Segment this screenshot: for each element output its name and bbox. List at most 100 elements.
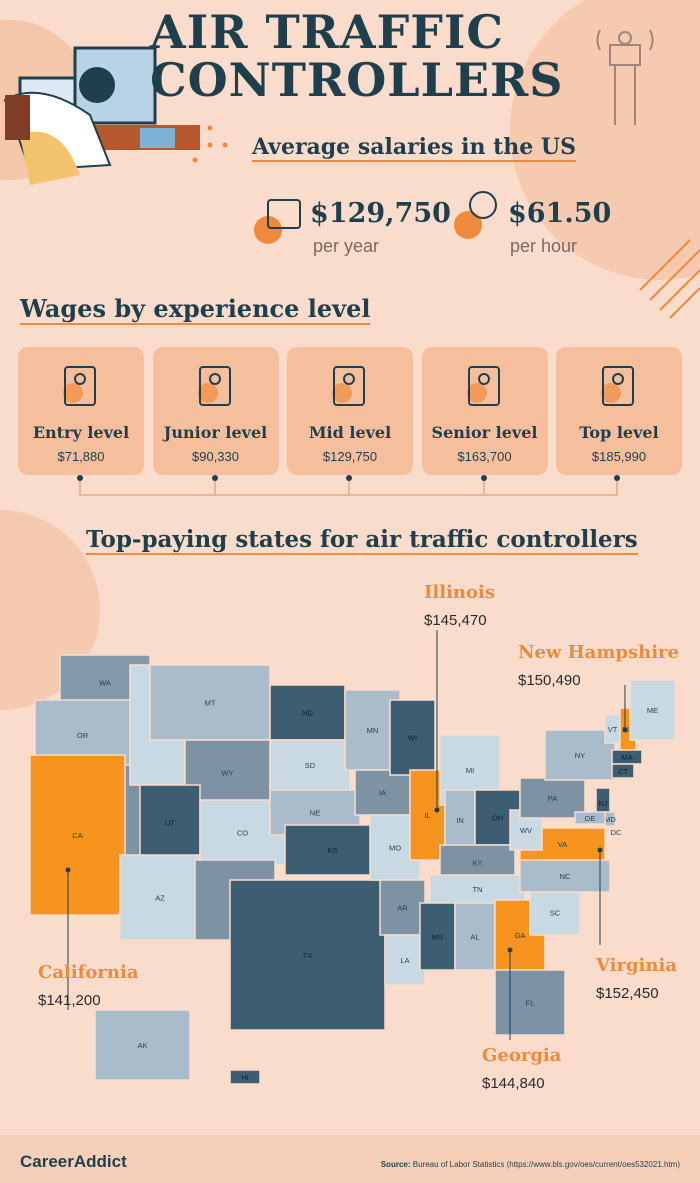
state [229, 1069, 261, 1085]
title: AIR TRAFFIC CONTROLLERS [150, 5, 564, 107]
state [529, 889, 581, 936]
state-label: WI [408, 734, 417, 743]
state-label: DE [585, 814, 595, 823]
callout-state: New Hampshire [518, 642, 679, 663]
state-label: DC [611, 828, 622, 837]
state-label: MI [466, 766, 474, 775]
state-label: WY [221, 769, 233, 778]
state [384, 934, 426, 986]
section-title: Top-paying states for air traffic contro… [86, 526, 638, 555]
level-wage: $90,330 [192, 449, 239, 464]
state-label: ND [302, 709, 313, 718]
state-label: VA [558, 840, 567, 849]
callout-dot [597, 847, 603, 853]
state-label: IA [379, 789, 386, 798]
icon [601, 366, 634, 406]
state-label: NH [623, 725, 634, 734]
callout-dot [65, 867, 71, 873]
state-label: NJ [598, 799, 607, 808]
level-wage: $71,880 [57, 449, 105, 464]
state [544, 729, 616, 781]
state-label: MN [367, 726, 379, 735]
state-label: WA [99, 679, 111, 688]
state-label: MS [432, 933, 443, 942]
callout-wage: $144,840 [482, 1075, 545, 1092]
callout-wage: $150,490 [518, 672, 581, 689]
level-label: Entry level [32, 423, 130, 442]
state [611, 763, 635, 779]
state-label: KS [327, 846, 337, 855]
state [139, 784, 201, 861]
callout-wage: $141,200 [38, 992, 101, 1009]
state-label: AK [137, 1041, 147, 1050]
icon [332, 366, 365, 406]
level-label: Junior level [163, 423, 268, 442]
level-label: Mid level [308, 423, 392, 442]
callout-dot [622, 727, 628, 733]
state-label: CA [72, 831, 82, 840]
state [419, 902, 456, 971]
experience-card: Entry level $71,880 [18, 347, 144, 475]
state-label: TX [303, 951, 313, 960]
state-label: IN [456, 816, 464, 825]
callout-wage: $152,450 [596, 985, 659, 1002]
state-label: MA [621, 753, 632, 762]
experience-card: Junior level $90,330 [152, 347, 279, 475]
callout-state: Georgia [482, 1045, 562, 1066]
experience-card: Senior level $163,700 [421, 347, 548, 475]
state [429, 874, 526, 904]
state [519, 859, 611, 893]
state [439, 844, 516, 881]
icon [197, 366, 231, 406]
experience-card: Mid level $129,750 [287, 347, 413, 475]
state-label: AR [397, 904, 408, 913]
experience-card: Top level $185,990 [556, 347, 682, 475]
level-wage: $163,700 [457, 449, 512, 464]
state-label: TN [473, 885, 483, 894]
level-wage: $185,990 [591, 449, 647, 464]
state-label: SD [305, 761, 316, 770]
callout-state: Illinois [424, 582, 495, 603]
state-label: LA [400, 956, 409, 965]
state [29, 754, 126, 916]
state-label: VT [608, 725, 618, 734]
state [389, 699, 436, 776]
state [454, 902, 496, 971]
state-label: OR [77, 731, 89, 740]
level-wage: $129,750 [322, 449, 378, 464]
section-title: Wages by experience level [20, 294, 371, 325]
state-label: MT [205, 699, 216, 708]
state-label: HI [241, 1073, 249, 1082]
callout-dot [507, 947, 513, 953]
callout-state: California [38, 962, 139, 983]
callout-dot [434, 807, 440, 813]
state-label: GA [515, 931, 526, 940]
salary-amount: $129,750 [310, 198, 451, 229]
state-label: UT [165, 819, 175, 828]
callout-state: Virginia [596, 955, 677, 976]
state [444, 789, 476, 851]
state-label: KY [472, 859, 482, 868]
source: Source: Bureau of Labor Statistics (http… [380, 1160, 680, 1169]
state-label: CO [237, 829, 248, 838]
brand: CareerAddict [20, 1152, 127, 1171]
state-label: AZ [155, 894, 165, 903]
state-label: FL [526, 999, 535, 1008]
salary-unit: per hour [510, 236, 578, 256]
state [284, 824, 381, 876]
state-label: MO [389, 844, 401, 853]
state-label: PA [548, 794, 557, 803]
state-label: NC [560, 872, 571, 881]
salary-amount: $61.50 [508, 198, 612, 229]
state-label: NE [310, 809, 320, 818]
icon [63, 366, 96, 406]
icon [466, 366, 500, 406]
state-label: SC [550, 909, 561, 918]
state-label: CT [618, 767, 628, 776]
level-label: Senior level [431, 423, 538, 442]
state-label: IL [424, 811, 430, 820]
state [519, 777, 586, 819]
us-map: WAORNVCAIDMTWYUTCOAZNMNDSDNEKSOKTXMNIAMO… [29, 630, 676, 1085]
